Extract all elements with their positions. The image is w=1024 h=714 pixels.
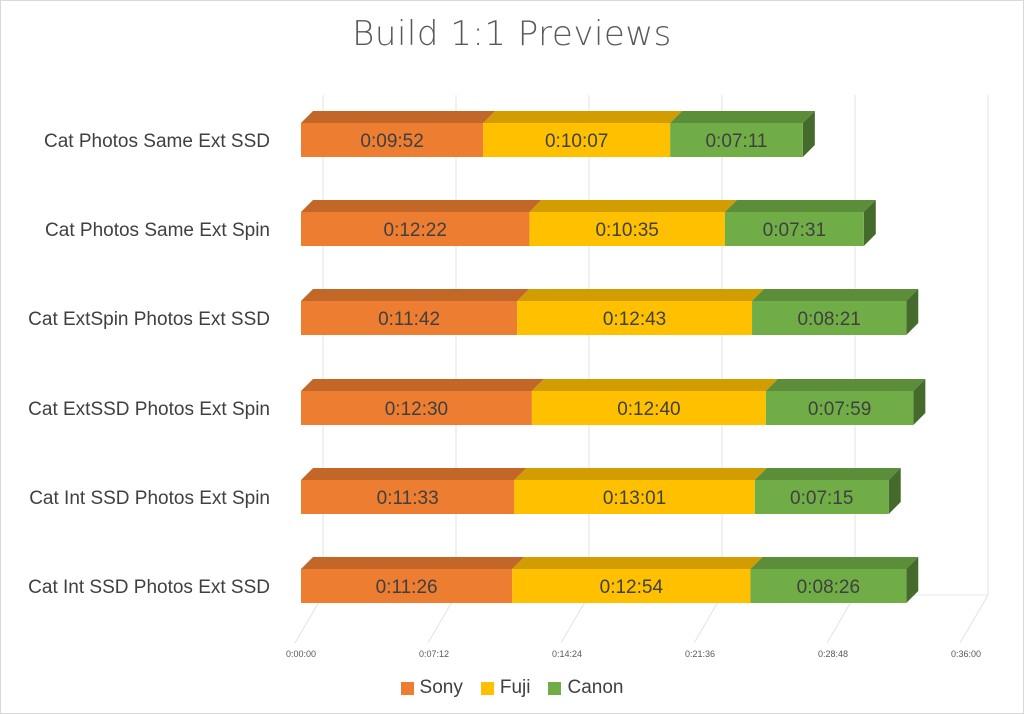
data-label: 0:12:43 [603,309,666,330]
bar-segment-fuji [514,480,755,514]
x-tick-label: 0:36:00 [951,649,981,659]
data-label: 0:09:52 [360,131,423,152]
bar-top-face [529,200,737,212]
bar-top-face [670,111,815,123]
legend-label: Canon [567,677,624,698]
bar-top-face [754,468,901,480]
bar-top-face [765,379,926,391]
bar-top-face [301,111,496,123]
legend-swatch [480,681,494,695]
category-label: Cat Photos Same Ext Spin [45,220,270,241]
bar-top-face [301,468,527,480]
bar-segment-fuji [517,301,753,335]
bar-segment-canon [670,123,803,157]
bar-segment-sony [301,301,518,335]
bar-top-face [514,468,767,480]
data-label: 0:10:35 [595,220,658,241]
bar-segment-fuji [531,391,766,425]
bar-side-face [802,111,815,157]
bar-top-face [724,200,876,212]
bar-segment-fuji [512,569,751,603]
category-label: Cat Int SSD Photos Ext SSD [28,577,270,598]
x-tick-label: 0:07:12 [419,649,449,659]
category-label: Cat Int SSD Photos Ext Spin [29,488,270,509]
bar-top-face [301,557,525,569]
data-label: 0:13:01 [603,488,666,509]
bar-top-face [531,379,778,391]
data-label: 0:10:07 [545,131,608,152]
x-tick-label: 0:00:00 [286,649,316,659]
bar-segment-fuji [529,212,725,246]
data-label: 0:11:33 [377,488,439,509]
bar-top-face [483,111,683,123]
x-tick-label: 0:28:48 [818,649,848,659]
data-label: 0:08:21 [797,309,860,330]
bar-segment-sony [301,212,530,246]
bar-top-face [752,289,919,301]
bar-side-face [863,200,876,246]
chart-legend: Sony Fuji Canon [0,677,1024,699]
bar-side-face [888,468,901,514]
bar-side-face [913,379,926,425]
data-label: 0:11:26 [376,577,438,598]
bar-top-face [301,289,530,301]
bar-segment-sony [301,569,513,603]
bar-top-face [517,289,765,301]
data-label: 0:12:54 [600,577,664,598]
legend-item-sony: Sony [400,677,463,699]
bar-segment-sony [301,391,532,425]
legend-swatch [400,681,414,695]
bar-side-face [906,557,919,603]
data-label: 0:08:26 [797,577,860,598]
data-label: 0:07:31 [763,220,826,241]
data-label: 0:07:59 [808,399,871,420]
category-label: Cat ExtSpin Photos Ext SSD [28,309,270,330]
legend-label: Sony [419,677,463,698]
data-label: 0:12:22 [384,220,447,241]
bar-segment-canon [754,480,889,514]
bar-segment-canon [752,301,907,335]
legend-swatch [548,681,562,695]
data-label: 0:11:42 [378,309,440,330]
data-label: 0:07:15 [790,488,853,509]
bar-segment-canon [724,212,864,246]
bar-top-face [750,557,919,569]
bar-segment-canon [750,569,907,603]
bar-top-face [301,379,544,391]
bar-segment-sony [301,480,515,514]
data-label: 0:12:40 [617,399,680,420]
legend-item-canon: Canon [548,677,623,699]
chart-title: Build 1:1 Previews [352,14,672,54]
bar-side-face [906,289,919,335]
bar-segment-sony [301,123,484,157]
legend-label: Fuji [499,677,531,698]
bar-segment-canon [765,391,914,425]
data-label: 0:12:30 [385,399,448,420]
legend-item-fuji: Fuji [480,677,531,699]
category-label: Cat ExtSSD Photos Ext Spin [28,399,270,420]
bar-top-face [301,200,542,212]
category-label: Cat Photos Same Ext SSD [44,131,270,152]
x-tick-label: 0:21:36 [685,649,715,659]
gridline [959,95,989,644]
x-tick-label: 0:14:24 [552,649,582,659]
bar-top-face [512,557,763,569]
data-label: 0:07:11 [705,131,767,152]
bar-segment-fuji [483,123,671,157]
